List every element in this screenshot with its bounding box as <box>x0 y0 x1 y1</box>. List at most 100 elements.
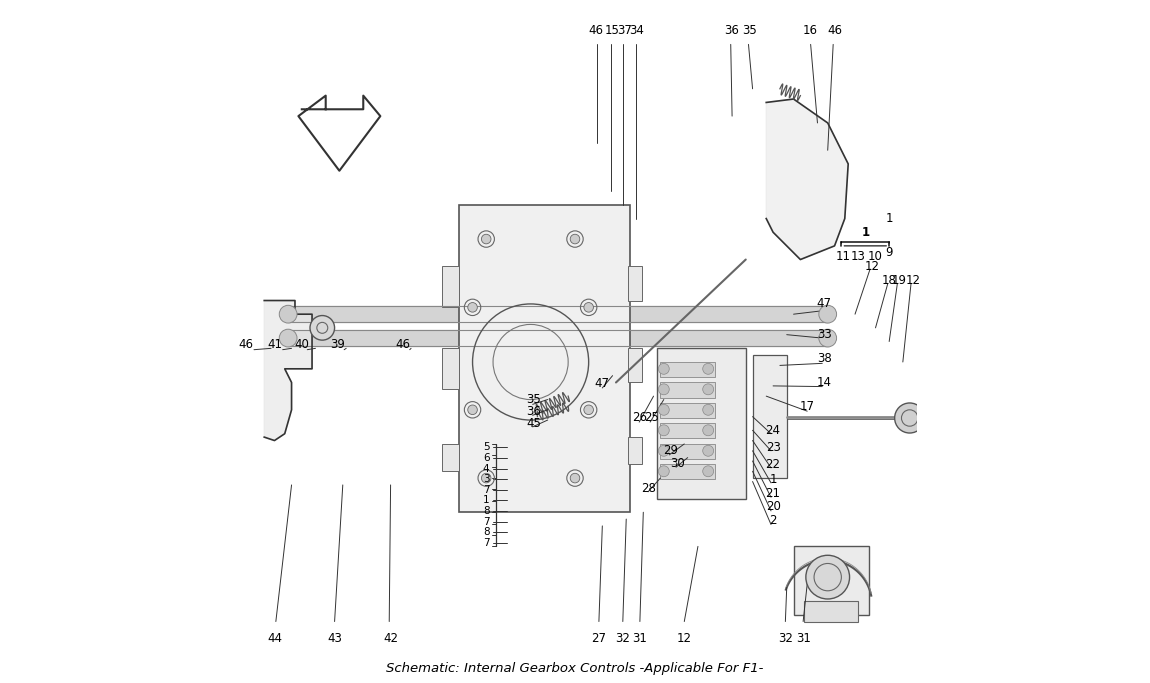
Text: 46: 46 <box>396 338 411 352</box>
Polygon shape <box>264 301 312 441</box>
Polygon shape <box>766 99 849 260</box>
Bar <box>660 464 715 479</box>
Text: 35: 35 <box>743 24 757 38</box>
Circle shape <box>482 234 491 244</box>
Text: 26: 26 <box>632 411 647 425</box>
Circle shape <box>584 405 593 415</box>
Text: 39: 39 <box>330 338 345 352</box>
Text: 36: 36 <box>724 24 739 38</box>
Bar <box>459 205 630 512</box>
Text: 12: 12 <box>865 260 880 273</box>
Circle shape <box>658 384 669 395</box>
Circle shape <box>703 384 714 395</box>
Circle shape <box>806 555 850 599</box>
Text: 13: 13 <box>851 249 866 263</box>
Polygon shape <box>298 96 381 171</box>
Circle shape <box>279 305 297 323</box>
Text: 47: 47 <box>595 377 610 391</box>
Text: 37: 37 <box>616 24 631 38</box>
Text: 1: 1 <box>769 473 776 486</box>
Text: 21: 21 <box>766 486 781 500</box>
Text: 35: 35 <box>527 393 542 406</box>
Text: 10: 10 <box>868 249 883 263</box>
Circle shape <box>468 405 477 415</box>
Text: 7: 7 <box>483 485 490 495</box>
Text: 7: 7 <box>483 517 490 527</box>
Text: 34: 34 <box>629 24 644 38</box>
Bar <box>442 444 459 471</box>
Text: 46: 46 <box>588 24 603 38</box>
Text: 1: 1 <box>483 495 490 505</box>
Bar <box>442 266 459 307</box>
Circle shape <box>658 363 669 374</box>
Circle shape <box>570 234 580 244</box>
Text: 14: 14 <box>816 376 831 389</box>
Circle shape <box>279 329 297 347</box>
Circle shape <box>703 363 714 374</box>
Circle shape <box>703 466 714 477</box>
Text: 20: 20 <box>766 500 781 514</box>
Text: 43: 43 <box>327 632 342 645</box>
Circle shape <box>819 329 836 347</box>
Text: 47: 47 <box>816 297 831 311</box>
Text: 8: 8 <box>483 527 490 538</box>
Text: 38: 38 <box>816 352 831 365</box>
Text: 5: 5 <box>483 443 490 452</box>
Text: 6: 6 <box>483 453 490 463</box>
Text: 1: 1 <box>886 212 892 225</box>
Text: 15: 15 <box>605 24 620 38</box>
Text: 27: 27 <box>591 632 606 645</box>
Text: 31: 31 <box>632 632 647 645</box>
Text: 46: 46 <box>827 24 842 38</box>
Bar <box>657 348 745 499</box>
Text: 12: 12 <box>905 273 921 287</box>
Bar <box>752 355 787 478</box>
Text: 25: 25 <box>644 411 659 425</box>
Text: 9: 9 <box>886 246 892 260</box>
Circle shape <box>482 473 491 483</box>
Bar <box>660 362 715 377</box>
Circle shape <box>703 425 714 436</box>
Text: 2: 2 <box>769 514 776 527</box>
Bar <box>804 601 858 622</box>
Text: 28: 28 <box>642 482 657 495</box>
Bar <box>628 437 642 464</box>
Bar <box>442 348 459 389</box>
Text: 24: 24 <box>766 423 781 437</box>
Text: 18: 18 <box>882 273 897 287</box>
Text: 30: 30 <box>670 456 684 470</box>
Text: 4: 4 <box>483 464 490 473</box>
Bar <box>628 266 642 301</box>
Circle shape <box>658 466 669 477</box>
Text: 44: 44 <box>267 632 282 645</box>
Text: 32: 32 <box>615 632 630 645</box>
Bar <box>628 348 642 382</box>
Circle shape <box>819 305 836 323</box>
Circle shape <box>658 404 669 415</box>
Bar <box>660 423 715 438</box>
Circle shape <box>658 425 669 436</box>
Circle shape <box>703 404 714 415</box>
Text: 32: 32 <box>777 632 792 645</box>
Text: 45: 45 <box>527 417 542 430</box>
Circle shape <box>570 473 580 483</box>
Text: 17: 17 <box>799 400 814 413</box>
Text: 40: 40 <box>294 338 309 352</box>
Text: 22: 22 <box>766 458 781 471</box>
Text: 19: 19 <box>892 273 907 287</box>
Circle shape <box>468 303 477 312</box>
Text: 31: 31 <box>796 632 811 645</box>
Text: 8: 8 <box>483 506 490 516</box>
Text: 16: 16 <box>803 24 818 38</box>
Bar <box>660 403 715 418</box>
Circle shape <box>310 316 335 340</box>
Bar <box>660 382 715 398</box>
Text: 36: 36 <box>527 404 542 418</box>
Text: 46: 46 <box>238 338 253 352</box>
Text: 7: 7 <box>483 538 490 548</box>
Circle shape <box>658 445 669 456</box>
Text: 42: 42 <box>383 632 398 645</box>
Text: 12: 12 <box>677 632 692 645</box>
Circle shape <box>584 303 593 312</box>
Text: 11: 11 <box>836 249 851 263</box>
